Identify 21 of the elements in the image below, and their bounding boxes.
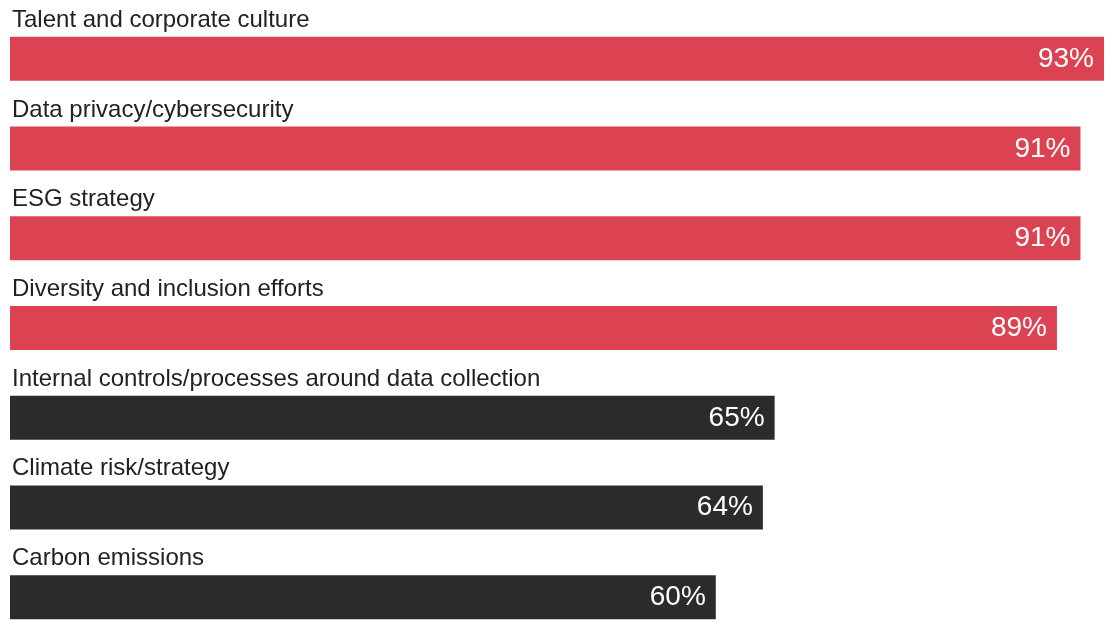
bar <box>10 485 763 530</box>
y-tick-label: Diversity and inclusion efforts <box>12 274 324 301</box>
y-tick-label: Internal controls/processes around data collection <box>12 363 541 391</box>
bar <box>10 216 1081 261</box>
y-tick-label: Data privacy/cybersecurity <box>12 94 294 122</box>
data-label: 91% <box>1014 221 1071 253</box>
bar <box>10 126 1081 171</box>
y-tick-label: Carbon emissions <box>12 543 205 571</box>
data-label: 91% <box>1014 131 1071 163</box>
bar <box>10 575 716 620</box>
data-label: 93% <box>1037 41 1094 73</box>
y-tick-label: Climate risk/strategy <box>12 453 230 481</box>
data-label: 60% <box>649 580 706 612</box>
data-label: 65% <box>708 400 765 432</box>
data-label: 89% <box>990 311 1047 342</box>
bar <box>10 395 775 440</box>
y-tick-label: Talent and corporate culture <box>12 4 310 32</box>
bar <box>10 306 1057 350</box>
bar <box>10 36 1104 81</box>
data-label: 64% <box>696 490 753 522</box>
y-tick-label: ESG strategy <box>12 184 155 212</box>
